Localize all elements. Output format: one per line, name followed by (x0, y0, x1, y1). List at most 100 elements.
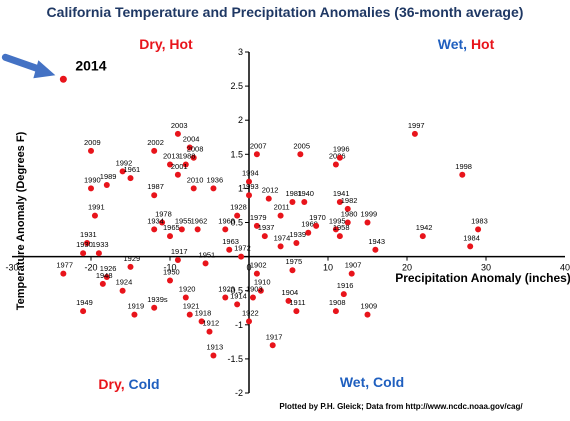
data-point (119, 287, 126, 294)
data-point-label: 1983 (471, 216, 488, 225)
data-point (238, 253, 245, 260)
y-tick-label: 1 (238, 183, 243, 193)
data-point-label: 1942 (416, 223, 433, 232)
quadrant-label-dry-cold: Dry, Cold (98, 376, 159, 392)
data-point-label: 1958 (333, 223, 350, 232)
x-tick-label: -10 (163, 263, 176, 273)
x-axis-label: Precipitation Anomaly (inches) (395, 271, 570, 285)
data-point (293, 239, 300, 246)
data-point (167, 161, 173, 168)
data-point-label: 1937 (258, 223, 275, 232)
data-point-label: 1940 (297, 189, 314, 198)
data-point (340, 291, 347, 298)
data-point-label: 1950 (163, 267, 180, 276)
data-point (198, 318, 205, 325)
data-point-label: 1977 (56, 261, 73, 270)
y-tick-label: 3 (238, 47, 243, 57)
data-point-label: 2002 (147, 138, 164, 147)
data-point (103, 181, 110, 188)
data-point-label: 2009 (84, 138, 101, 147)
data-point-label: 1911 (289, 298, 305, 307)
x-tick-label: 0 (246, 263, 251, 273)
data-point (265, 195, 272, 202)
x-tick-labels: -30 -20 -10 0 10 20 30 40 (5, 263, 570, 273)
data-point (182, 294, 189, 301)
data-point-label: 1993 (242, 182, 259, 191)
data-point (419, 233, 426, 240)
credit-text: Plotted by P.H. Gleick; Data from http:/… (279, 402, 523, 411)
data-point-label: 1984 (463, 233, 480, 242)
data-point-label: 1992 (116, 158, 133, 167)
data-point-label: 1917 (266, 332, 283, 341)
data-points: 1997 1998 1983 1942 1984 1943 1999 2003 2002 2004… (56, 121, 488, 359)
quadrant-label-segment: Dry, (139, 36, 169, 52)
data-point (222, 226, 229, 233)
data-point-label: 2007 (250, 141, 267, 150)
data-point (80, 250, 87, 257)
data-point-label: 1920 (179, 285, 196, 294)
data-point-label: 1968 (218, 216, 235, 225)
data-point (348, 270, 355, 277)
y-tick-labels: -2 -1.5 -1 -0.5 0.5 1 1.5 2 2.5 3 (227, 47, 243, 398)
data-point (364, 219, 371, 226)
data-point (174, 171, 181, 178)
data-point (127, 263, 134, 270)
quadrant-label-segment: Hot (471, 36, 495, 52)
data-point-label: 1907 (345, 261, 362, 270)
data-point (119, 168, 126, 175)
data-point-label: 1972 (234, 244, 251, 253)
data-point (336, 233, 343, 240)
data-point (344, 205, 351, 212)
data-point-label: 1949 (76, 298, 93, 307)
quadrant-label-segment: Cold (128, 376, 159, 392)
chart-title: California Temperature and Precipitation… (47, 4, 524, 20)
data-point (95, 250, 102, 257)
data-point-label: 1912 (203, 319, 220, 328)
data-point (332, 161, 339, 168)
data-point-label: 1916 (337, 281, 354, 290)
x-tick-label: 40 (560, 263, 570, 273)
data-point (151, 304, 158, 311)
data-point (167, 233, 173, 240)
y-tick-label: -0.5 (227, 286, 243, 296)
data-point-label: 1951 (199, 250, 216, 259)
data-point (253, 222, 260, 229)
data-point-label: 1936 (206, 175, 223, 184)
data-point (305, 229, 312, 236)
x-tick-label: -30 (5, 263, 18, 273)
y-tick-label: -1.5 (227, 354, 243, 364)
data-point-label: 1939 (289, 230, 306, 239)
data-point (80, 308, 87, 315)
data-point-label: 1974 (274, 233, 291, 242)
data-point (257, 287, 264, 294)
data-point-label: 1961 (124, 165, 141, 174)
data-point-label: 1918 (195, 308, 212, 317)
data-point-label: 1994 (242, 169, 259, 178)
data-point-label: 1991 (88, 203, 105, 212)
data-point-label: 2005 (293, 141, 310, 150)
data-point-label: 1998 (455, 162, 472, 171)
data-point-label: 1963 (222, 237, 239, 246)
data-point (411, 130, 418, 137)
data-point-label: 1970 (309, 213, 326, 222)
y-tick-label: 1.5 (230, 149, 243, 159)
quadrant-label-segment: Hot (169, 36, 193, 52)
data-point-label: 1909 (361, 302, 378, 311)
data-point-2014 (59, 75, 67, 83)
data-point (372, 246, 379, 253)
data-point-label: 1969 (301, 220, 318, 229)
data-point-label: 1989 (100, 172, 117, 181)
highlight-label-2014: 2014 (75, 57, 106, 73)
data-point-label: 1924 (116, 278, 133, 287)
x-tick-label: -20 (84, 263, 97, 273)
data-point (167, 277, 173, 284)
data-point (293, 308, 300, 315)
data-point-label: 1910 (254, 278, 271, 287)
data-point-label: 1981 (285, 189, 302, 198)
data-point (467, 243, 474, 250)
data-point-label: 1990 (84, 175, 101, 184)
data-point (269, 342, 276, 349)
data-point-label: 1980 (341, 210, 358, 219)
data-point (234, 212, 241, 219)
data-point-label: 2013 (163, 152, 180, 161)
